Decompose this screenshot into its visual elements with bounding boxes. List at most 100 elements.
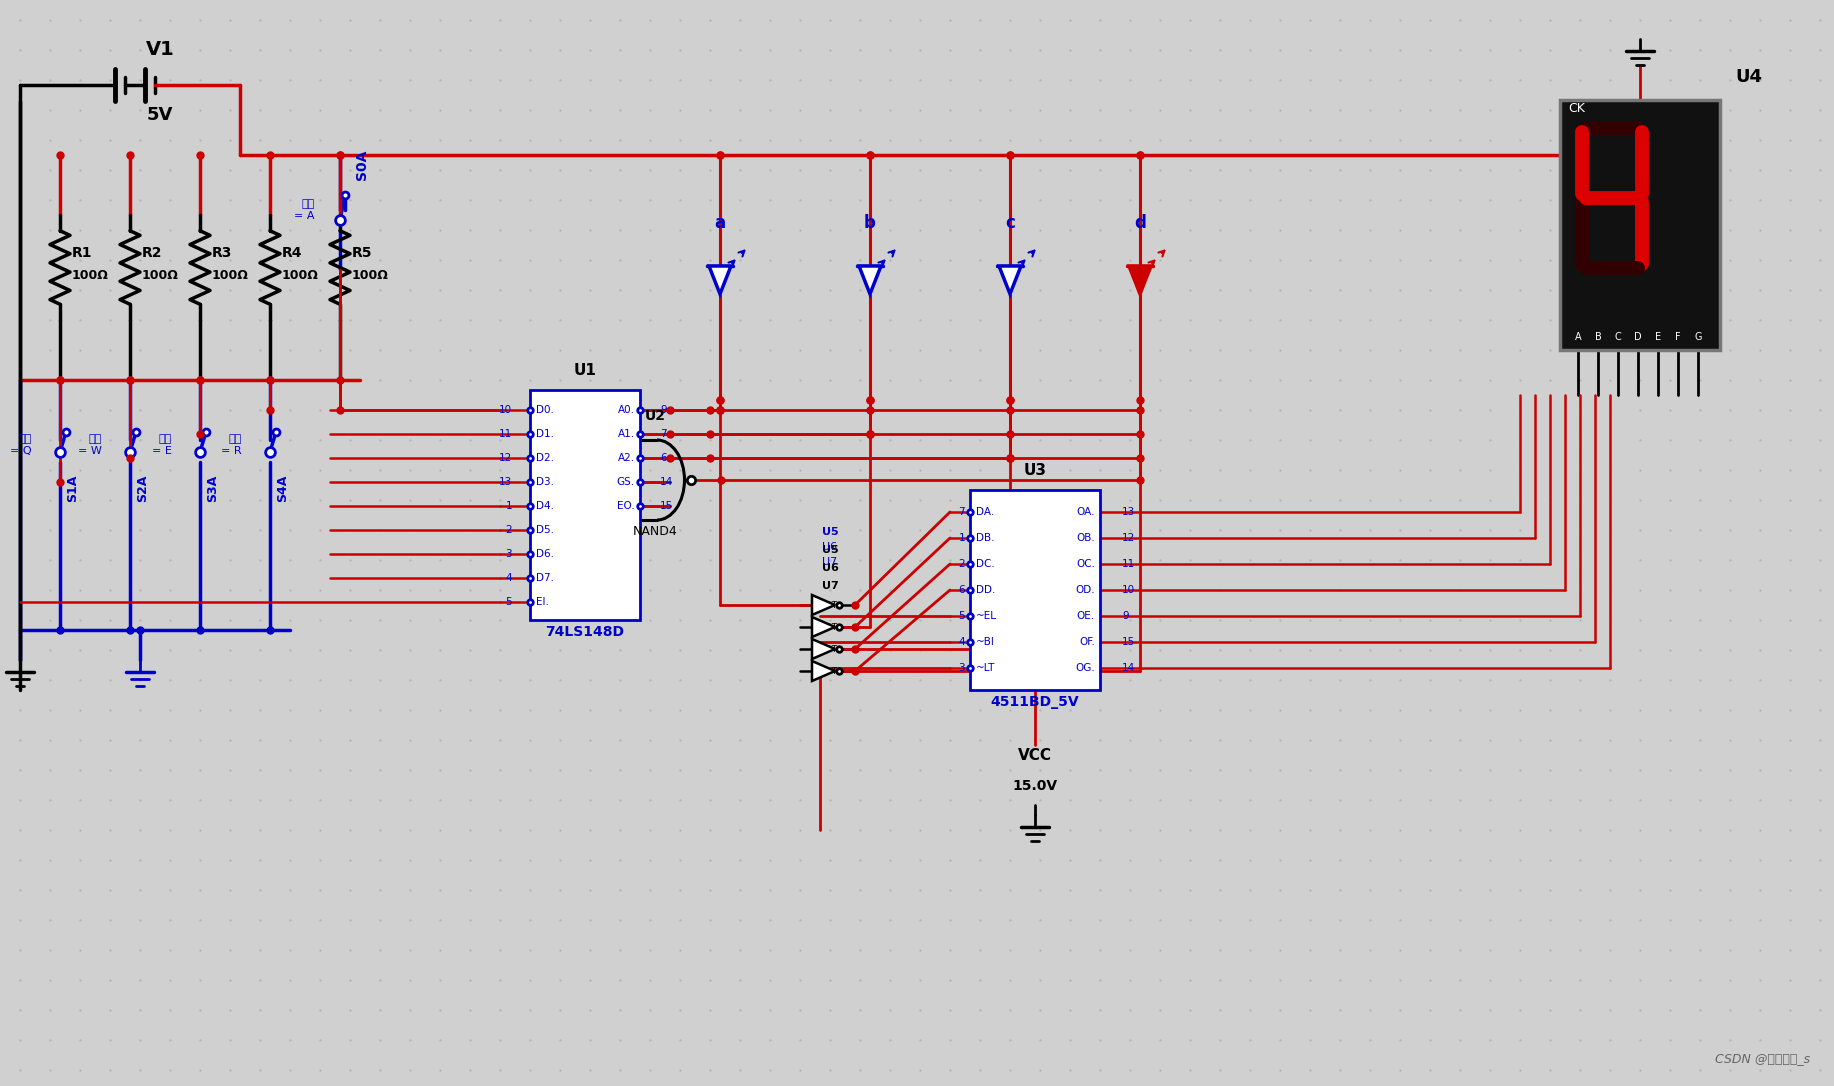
Polygon shape xyxy=(710,266,732,294)
Text: 100Ω: 100Ω xyxy=(141,269,180,282)
Text: A2.: A2. xyxy=(618,453,635,463)
Text: d: d xyxy=(1133,214,1146,232)
Text: 11: 11 xyxy=(499,429,512,439)
Text: A0.: A0. xyxy=(618,405,635,415)
Text: NAND4: NAND4 xyxy=(633,525,677,538)
Text: U5: U5 xyxy=(822,545,838,555)
Text: 100Ω: 100Ω xyxy=(72,269,108,282)
Text: 7: 7 xyxy=(959,507,965,517)
Text: a: a xyxy=(715,214,726,232)
Text: OD.: OD. xyxy=(1075,585,1095,595)
Text: R3: R3 xyxy=(213,247,233,260)
Text: OA.: OA. xyxy=(1077,507,1095,517)
Text: 按键
= R: 按键 = R xyxy=(222,434,242,456)
Text: U6: U6 xyxy=(822,563,838,573)
Text: U1: U1 xyxy=(574,363,596,378)
Text: 4511BD_5V: 4511BD_5V xyxy=(990,695,1080,709)
Text: V1: V1 xyxy=(145,40,174,59)
Text: DD.: DD. xyxy=(976,585,996,595)
Text: 4: 4 xyxy=(506,573,512,583)
Text: S2A: S2A xyxy=(136,475,149,503)
Text: NOT: NOT xyxy=(818,622,838,631)
Text: DB.: DB. xyxy=(976,533,994,543)
Text: 2: 2 xyxy=(506,525,512,535)
Text: 5: 5 xyxy=(506,597,512,607)
Text: R5: R5 xyxy=(352,247,372,260)
Text: 7: 7 xyxy=(660,429,666,439)
Text: 9: 9 xyxy=(1122,611,1128,621)
Text: D5.: D5. xyxy=(536,525,554,535)
Text: 3: 3 xyxy=(959,662,965,673)
Polygon shape xyxy=(812,617,834,637)
Bar xyxy=(530,390,640,620)
Text: U7: U7 xyxy=(822,557,838,567)
Text: 100Ω: 100Ω xyxy=(282,269,319,282)
Text: ~EL: ~EL xyxy=(976,611,998,621)
Text: OE.: OE. xyxy=(1077,611,1095,621)
Text: U7: U7 xyxy=(822,581,838,591)
Text: 按键
= W: 按键 = W xyxy=(79,434,103,456)
Text: R4: R4 xyxy=(282,247,303,260)
Text: NOT: NOT xyxy=(818,644,838,654)
Polygon shape xyxy=(858,266,880,294)
Text: 74LS148D: 74LS148D xyxy=(545,626,625,639)
Text: OB.: OB. xyxy=(1077,533,1095,543)
Text: S4A: S4A xyxy=(275,475,290,503)
Text: C: C xyxy=(1614,332,1621,342)
Text: 13: 13 xyxy=(1122,507,1135,517)
Text: U6: U6 xyxy=(822,542,838,552)
Text: NOT: NOT xyxy=(818,667,838,675)
Text: 6: 6 xyxy=(660,453,666,463)
Bar xyxy=(1561,100,1720,350)
Text: CK: CK xyxy=(1568,102,1585,115)
Text: D7.: D7. xyxy=(536,573,554,583)
Text: GS.: GS. xyxy=(616,477,635,487)
Text: F: F xyxy=(1674,332,1680,342)
Text: D1.: D1. xyxy=(536,429,554,439)
Text: 15: 15 xyxy=(660,501,673,512)
Text: 12: 12 xyxy=(499,453,512,463)
Text: A: A xyxy=(1575,332,1581,342)
Polygon shape xyxy=(1130,266,1152,294)
Text: U3: U3 xyxy=(1023,463,1047,478)
Polygon shape xyxy=(1000,266,1022,294)
Bar xyxy=(970,490,1100,690)
Text: OC.: OC. xyxy=(1077,559,1095,569)
Text: U5: U5 xyxy=(822,527,838,536)
Text: D3.: D3. xyxy=(536,477,554,487)
Text: 10: 10 xyxy=(1122,585,1135,595)
Text: D6.: D6. xyxy=(536,550,554,559)
Text: 9: 9 xyxy=(660,405,666,415)
Text: 2: 2 xyxy=(959,559,965,569)
Text: 按键
= A: 按键 = A xyxy=(295,199,315,220)
Text: S1A: S1A xyxy=(66,475,79,503)
Text: D: D xyxy=(1634,332,1641,342)
Text: NOT: NOT xyxy=(818,601,838,609)
Text: S3A: S3A xyxy=(205,475,218,502)
Text: 14: 14 xyxy=(1122,662,1135,673)
Text: 按键
= Q: 按键 = Q xyxy=(11,434,31,456)
Polygon shape xyxy=(812,639,834,659)
Text: OF.: OF. xyxy=(1078,637,1095,647)
Text: 100Ω: 100Ω xyxy=(352,269,389,282)
Text: EO.: EO. xyxy=(618,501,635,512)
Text: b: b xyxy=(864,214,877,232)
Text: 1: 1 xyxy=(506,501,512,512)
Text: 1: 1 xyxy=(959,533,965,543)
Text: ~BI: ~BI xyxy=(976,637,994,647)
Text: 10: 10 xyxy=(499,405,512,415)
Text: R1: R1 xyxy=(72,247,92,260)
Text: 按键
= E: 按键 = E xyxy=(152,434,172,456)
Polygon shape xyxy=(812,595,834,615)
Text: DA.: DA. xyxy=(976,507,994,517)
Text: 100Ω: 100Ω xyxy=(213,269,249,282)
Text: EI.: EI. xyxy=(536,597,548,607)
Text: DC.: DC. xyxy=(976,559,994,569)
Text: c: c xyxy=(1005,214,1014,232)
Text: U2: U2 xyxy=(644,409,666,424)
Text: VCC: VCC xyxy=(1018,748,1053,763)
Text: G: G xyxy=(1695,332,1702,342)
Text: A1.: A1. xyxy=(618,429,635,439)
Text: E: E xyxy=(1654,332,1662,342)
Text: D4.: D4. xyxy=(536,501,554,512)
